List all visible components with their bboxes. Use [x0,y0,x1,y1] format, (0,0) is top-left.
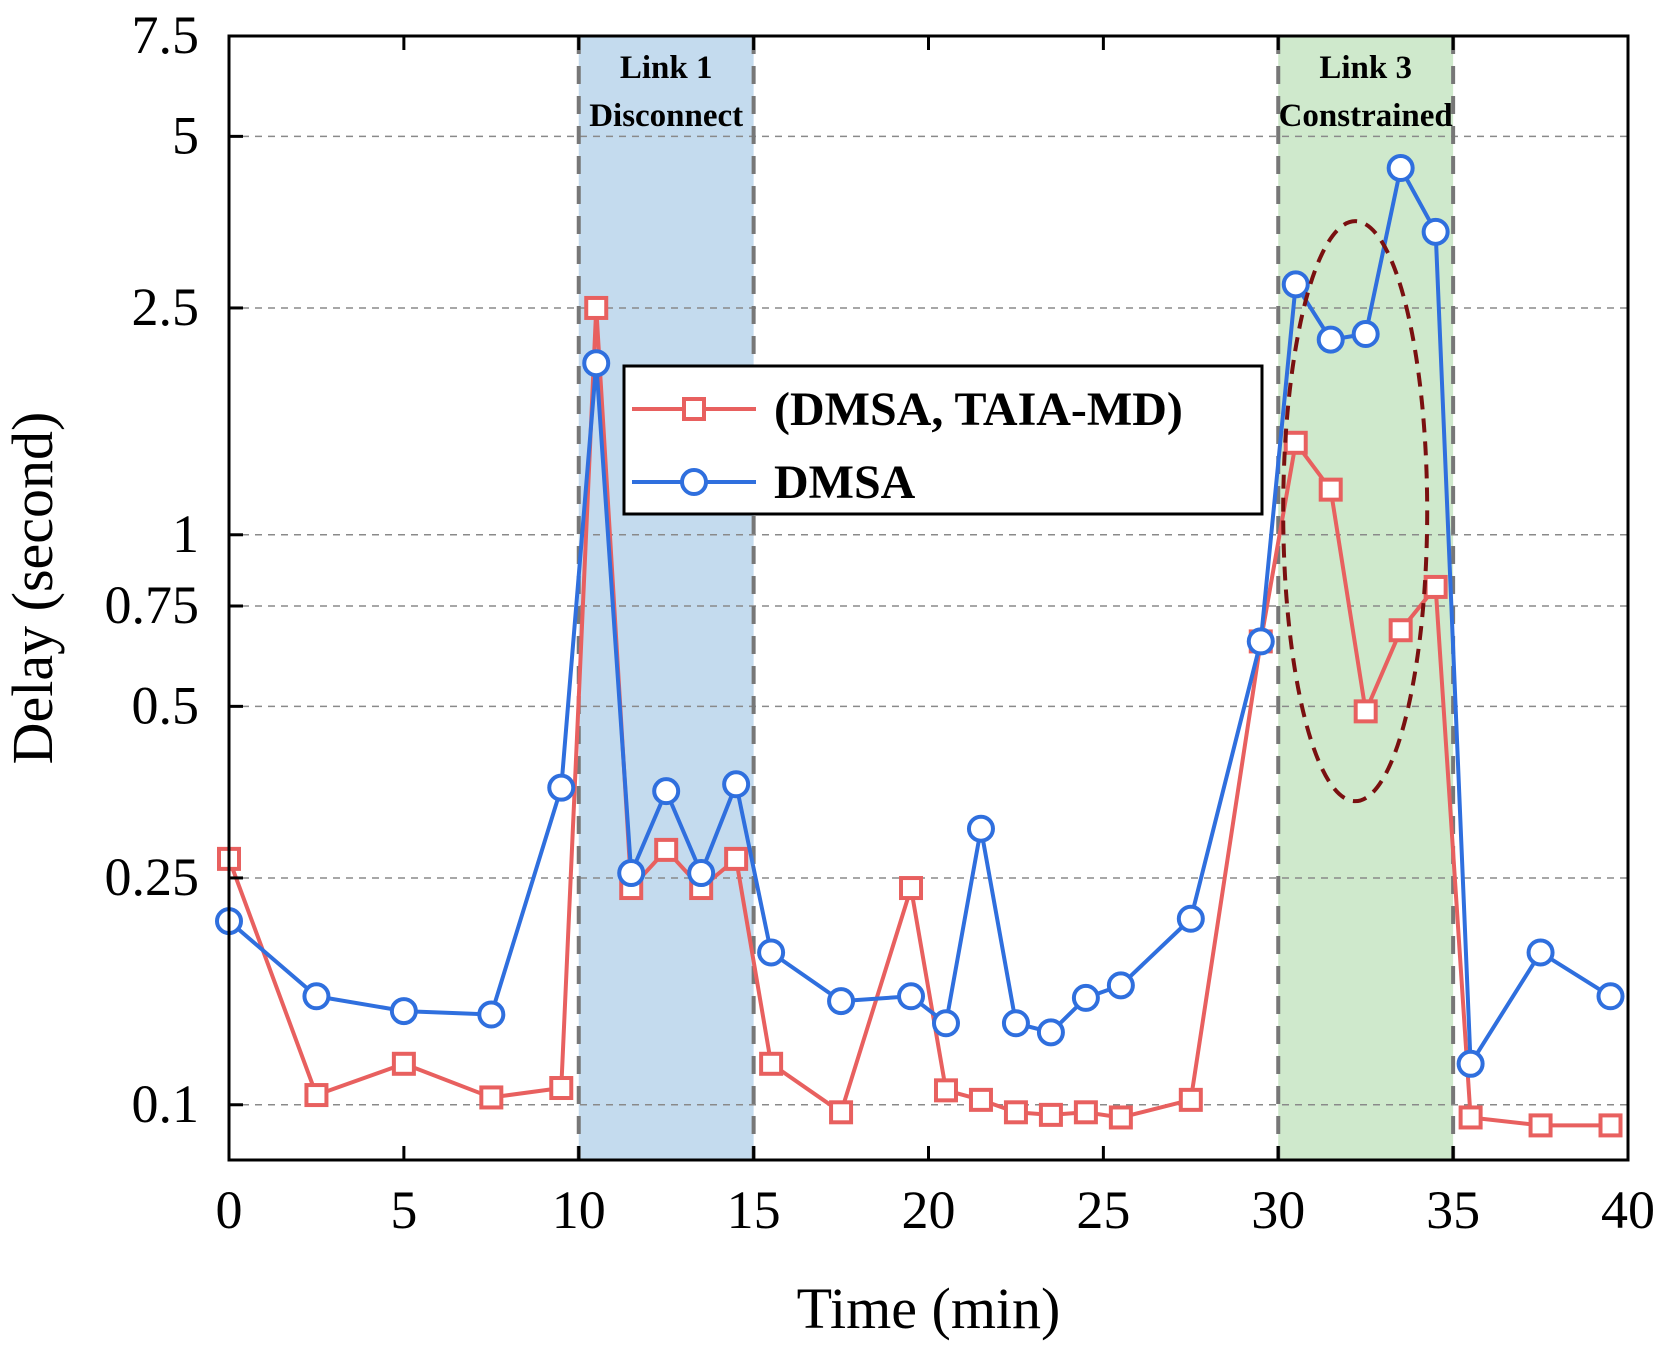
data-point-dmsa-taia-md-2 [391,1051,416,1076]
data-point-dmsa-taia-md-9 [724,846,749,871]
data-point-dmsa-taia-md-5 [584,295,609,320]
data-point-dmsa-taia-md-12 [899,876,924,901]
data-point-dmsa-taia-md-17 [1073,1100,1098,1125]
data-point-dmsa-5 [582,349,611,378]
region-1-label-line2: Disconnect [589,98,743,134]
data-point-dmsa-6 [617,859,646,888]
region-1-band [578,36,754,1160]
x-tick-label-35: 35 [1426,1180,1480,1240]
highlight-regions [578,36,1454,1160]
y-tick-label-0.1: 0.1 [132,1074,200,1134]
data-point-dmsa-16 [1036,1018,1065,1047]
data-point-dmsa-taia-md-28 [1598,1113,1623,1138]
data-point-dmsa-15 [1001,1009,1030,1038]
legend-marker-dmsa [680,468,708,496]
x-tick-label-20: 20 [902,1180,956,1240]
data-point-dmsa-taia-md-4 [549,1076,574,1101]
legend-marker-dmsa-taia-md [682,397,706,421]
y-tick-label-0.75: 0.75 [105,575,200,635]
data-point-dmsa-3 [477,1000,506,1029]
series-dmsa [215,154,1625,1078]
legend: (DMSA, TAIA-MD) DMSA [622,364,1264,516]
x-tick-label-40: 40 [1601,1180,1655,1240]
y-tick-label-0.25: 0.25 [105,847,200,907]
data-point-dmsa-8 [687,859,716,888]
data-point-dmsa-taia-md-3 [479,1085,504,1110]
data-point-dmsa-taia-md-10 [759,1051,784,1076]
y-tick-label-0.5: 0.5 [132,675,200,735]
data-point-dmsa-11 [827,987,856,1016]
data-point-dmsa-23 [1351,320,1380,349]
data-point-dmsa-taia-md-26 [1458,1105,1483,1130]
x-tick-label-15: 15 [727,1180,781,1240]
y-axis-title: Delay (second) [0,412,65,765]
data-point-dmsa-19 [1176,904,1205,933]
data-point-dmsa-taia-md-14 [968,1087,993,1112]
data-point-dmsa-taia-md-16 [1038,1102,1063,1127]
data-point-dmsa-taia-md-1 [304,1083,329,1108]
x-tick-label-0: 0 [216,1180,243,1240]
ellipse-annotation [1281,219,1430,804]
data-point-dmsa-taia-md-27 [1528,1113,1553,1138]
data-point-dmsa-25 [1421,217,1450,246]
data-point-dmsa-taia-md-19 [1178,1087,1203,1112]
legend-box [622,364,1264,516]
y-tick-label-5: 5 [172,105,199,165]
data-point-dmsa-21 [1281,270,1310,299]
region-2-label-line1: Link 3 [1319,50,1412,86]
series-dmsa-taia-md [217,295,1623,1138]
x-tick-label-5: 5 [390,1180,417,1240]
data-point-dmsa-2 [389,997,418,1026]
data-point-dmsa-taia-md-18 [1108,1105,1133,1130]
data-point-dmsa-7 [652,777,681,806]
y-axis-ticks: 0.1 0.25 0.5 0.75 1 2.5 5 7.5 [105,5,243,1134]
data-point-dmsa-26 [1456,1049,1485,1078]
data-point-dmsa-28 [1596,982,1625,1011]
data-point-dmsa-22 [1316,325,1345,354]
legend-label-dmsa: DMSA [774,456,916,509]
data-point-dmsa-13 [931,1009,960,1038]
annotation-ellipse [1281,219,1430,804]
y-tick-label-1: 1 [172,504,199,564]
region-labels: Link 1 Disconnect Link 3 Constrained [589,50,1453,134]
data-point-dmsa-taia-md-13 [933,1078,958,1103]
data-point-dmsa-taia-md-24 [1388,618,1413,643]
data-series [215,154,1625,1138]
region-1-label-line1: Link 1 [620,50,713,86]
x-tick-label-10: 10 [552,1180,606,1240]
data-point-dmsa-12 [897,982,926,1011]
data-point-dmsa-taia-md-23 [1353,699,1378,724]
x-axis-title: Time (min) [797,1276,1061,1341]
data-point-dmsa-1 [302,982,331,1011]
data-point-dmsa-taia-md-7 [654,837,679,862]
data-point-dmsa-taia-md-21 [1283,430,1308,455]
data-point-dmsa-taia-md-11 [829,1100,854,1125]
data-point-dmsa-taia-md-22 [1318,477,1343,502]
x-axis-ticks: 0 5 10 15 20 25 30 35 40 [216,36,1655,1240]
x-tick-label-30: 30 [1251,1180,1305,1240]
data-point-dmsa-14 [966,814,995,843]
data-point-dmsa-10 [757,938,786,967]
data-point-dmsa-taia-md-25 [1423,574,1448,599]
y-tick-label-2.5: 2.5 [132,277,200,337]
data-point-dmsa-17 [1071,983,1100,1012]
legend-label-dmsa-taia-md: (DMSA, TAIA-MD) [774,383,1183,436]
data-point-dmsa-27 [1526,938,1555,967]
data-point-dmsa-24 [1386,154,1415,183]
y-tick-label-7.5: 7.5 [132,5,200,65]
data-point-dmsa-4 [547,773,576,802]
data-point-dmsa-20 [1246,627,1275,656]
data-point-dmsa-18 [1106,971,1135,1000]
region-2-label-line2: Constrained [1279,98,1453,134]
data-point-dmsa-9 [722,770,751,799]
x-tick-label-25: 25 [1076,1180,1130,1240]
data-point-dmsa-taia-md-15 [1003,1100,1028,1125]
